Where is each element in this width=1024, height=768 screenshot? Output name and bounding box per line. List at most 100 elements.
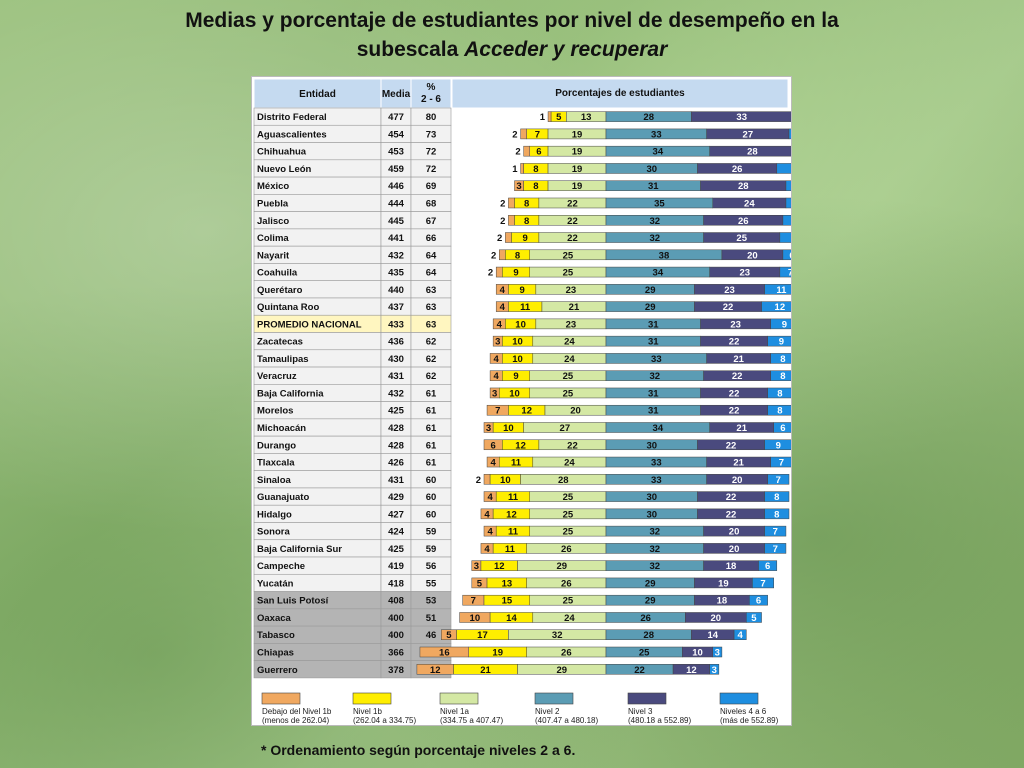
bar-label: 25	[563, 527, 574, 538]
bar-label: 22	[567, 440, 578, 451]
bar-segment	[779, 232, 808, 243]
bar-label: 3	[495, 337, 500, 348]
entity-label: Veracruz	[257, 371, 297, 382]
bar-label: 3	[492, 388, 497, 399]
bar-label: 1	[512, 164, 518, 175]
bar-label: 8	[777, 388, 782, 399]
mean-value: 435	[388, 268, 405, 279]
bar-label: 7	[471, 596, 476, 607]
entity-label: Chiapas	[257, 648, 294, 659]
bar-label: 2	[476, 475, 481, 486]
bar-label: 2	[497, 233, 502, 244]
bar-label: 29	[645, 302, 656, 313]
bar-label: 5	[556, 112, 562, 123]
pct-value: 61	[426, 406, 437, 417]
bar-label: 4	[494, 354, 500, 365]
entity-label: Yucatán	[257, 578, 294, 589]
bar-label: 7	[773, 544, 778, 555]
entity-label: Coahuila	[257, 268, 298, 279]
bar-label: 30	[646, 492, 657, 503]
bar-label: 9	[513, 371, 518, 382]
bar-label: 9	[519, 285, 524, 296]
mean-value: 408	[388, 596, 404, 607]
entity-label: Sinaloa	[257, 475, 292, 486]
bar-label: 6	[756, 596, 761, 607]
pct-value: 61	[426, 440, 437, 451]
bar-label: 8	[774, 492, 779, 503]
bar-label: 10	[470, 613, 481, 624]
bar-label: 20	[747, 250, 758, 261]
bar-segment	[508, 197, 515, 209]
bar-label: 17	[477, 630, 488, 641]
mean-value: 453	[388, 147, 404, 158]
pct-value: 46	[426, 630, 437, 641]
bar-label: 6	[536, 147, 541, 158]
bar-segment	[523, 145, 530, 157]
bar-label: 38	[659, 250, 670, 261]
bar-label: 26	[561, 544, 572, 555]
bar-label: 33	[651, 129, 662, 140]
mean-value: 426	[388, 458, 404, 469]
bar-label: 7	[760, 578, 765, 589]
bar-label: 25	[563, 250, 574, 261]
bar-label: 3	[712, 665, 717, 676]
bar-label: 11	[520, 302, 531, 313]
legend-range: (407.47 a 480.18)	[535, 716, 598, 725]
bar-label: 23	[730, 319, 741, 330]
bar-label: 12	[515, 440, 526, 451]
bar-label: 11	[511, 458, 522, 469]
pct-value: 68	[426, 198, 437, 209]
bar-segment	[758, 560, 778, 571]
mean-value: 430	[388, 354, 404, 365]
bar-label: 30	[646, 440, 657, 451]
entity-label: Quintana Roo	[257, 302, 319, 313]
bar-label: 32	[650, 216, 661, 227]
bar-label: 25	[639, 648, 650, 659]
bar-label: 24	[564, 354, 575, 365]
bar-label: 20	[570, 406, 581, 417]
bar-label: 19	[572, 164, 583, 175]
bar-label: 6	[765, 561, 770, 572]
bar-label: 26	[640, 613, 651, 624]
bar-segment	[483, 474, 491, 485]
bar-label: 19	[572, 181, 583, 192]
bar-label: 12	[494, 561, 505, 572]
bar-label: 8	[533, 164, 538, 175]
bar-label: 3	[516, 181, 521, 192]
bar-label: 12	[430, 665, 441, 676]
bar-segment	[767, 474, 790, 485]
entity-label: Campeche	[257, 561, 305, 572]
entity-label: Hidalgo	[257, 509, 292, 520]
bar-label: 4	[487, 492, 493, 503]
title-subscale: Acceder y recuperar	[464, 38, 668, 61]
pct-value: 69	[426, 181, 437, 192]
bar-label: 25	[563, 268, 574, 279]
entity-label: Guerrero	[257, 665, 298, 676]
bar-label: 4	[491, 458, 497, 469]
mean-value: 427	[388, 509, 404, 520]
mean-value: 425	[388, 544, 405, 555]
bar-segment	[782, 215, 811, 226]
bar-label: 10	[503, 423, 514, 434]
bar-label: 22	[726, 440, 737, 451]
legend-name: Nivel 1b	[353, 707, 382, 716]
pct-value: 63	[426, 285, 437, 296]
legend-range: (más de 552.89)	[720, 716, 779, 725]
bar-label: 5	[477, 578, 483, 589]
mean-value: 431	[388, 371, 405, 382]
bar-label: 12	[686, 665, 697, 676]
bar-label: 5	[751, 613, 757, 624]
bar-segment	[785, 197, 814, 209]
bar-label: 3	[715, 648, 720, 659]
entity-label: Zacatecas	[257, 337, 303, 348]
bar-label: 31	[648, 388, 659, 399]
bar-segment	[495, 266, 503, 278]
pct-value: 80	[426, 112, 437, 123]
bar-label: 9	[776, 440, 781, 451]
bar-label: 12	[506, 509, 517, 520]
bar-label: 19	[492, 648, 503, 659]
entity-label: Colima	[257, 233, 289, 244]
bar-label: 7	[535, 129, 540, 140]
legend-name: Nivel 2	[535, 707, 560, 716]
bar-label: 20	[729, 544, 740, 555]
